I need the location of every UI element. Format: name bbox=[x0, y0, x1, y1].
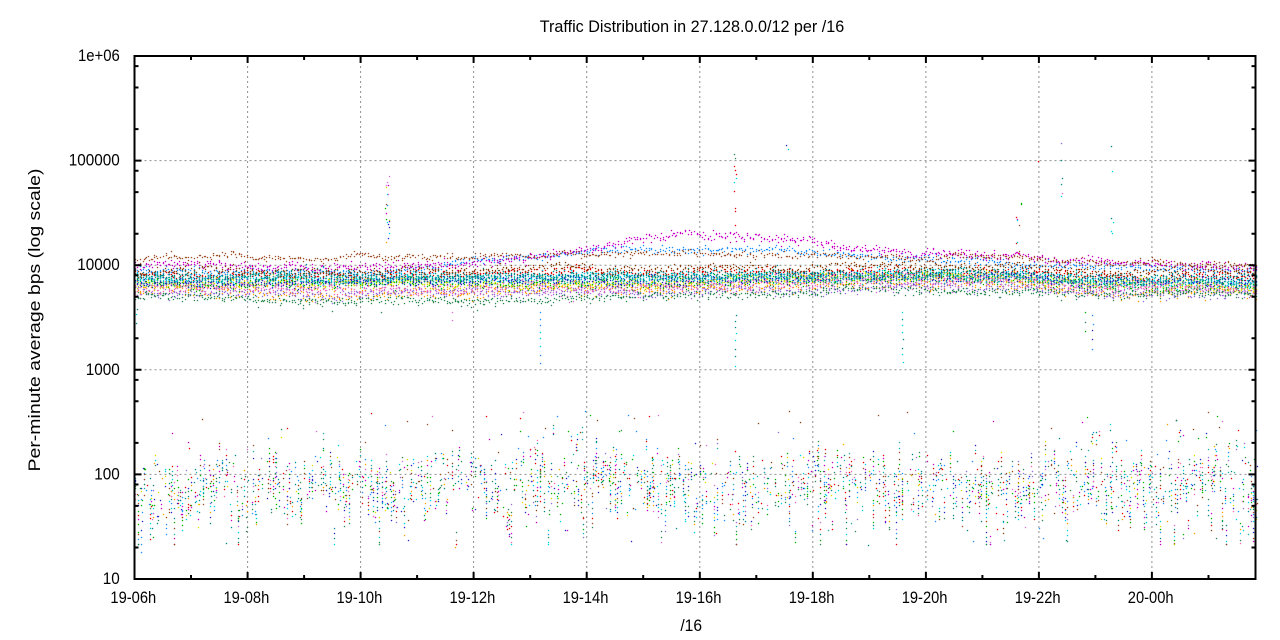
svg-text:19-10h: 19-10h bbox=[337, 588, 383, 607]
svg-text:Per-minute average bps (log sc: Per-minute average bps (log scale) bbox=[25, 169, 44, 472]
svg-text:19-14h: 19-14h bbox=[563, 588, 609, 607]
svg-text:/16: /16 bbox=[680, 616, 702, 635]
svg-text:19-22h: 19-22h bbox=[1015, 588, 1061, 607]
svg-text:1e+06: 1e+06 bbox=[78, 46, 120, 65]
svg-text:Traffic Distribution in 27.128: Traffic Distribution in 27.128.0.0/12 pe… bbox=[540, 17, 845, 36]
svg-text:19-20h: 19-20h bbox=[902, 588, 948, 607]
svg-text:1000: 1000 bbox=[86, 360, 120, 379]
svg-text:19-16h: 19-16h bbox=[676, 588, 722, 607]
svg-text:100: 100 bbox=[94, 464, 120, 483]
svg-text:10000: 10000 bbox=[77, 255, 120, 274]
svg-text:19-18h: 19-18h bbox=[789, 588, 835, 607]
svg-text:20-00h: 20-00h bbox=[1128, 588, 1174, 607]
svg-text:100000: 100000 bbox=[69, 151, 120, 170]
svg-text:19-08h: 19-08h bbox=[224, 588, 270, 607]
svg-text:19-06h: 19-06h bbox=[110, 588, 156, 607]
svg-text:10: 10 bbox=[103, 569, 120, 588]
svg-text:19-12h: 19-12h bbox=[450, 588, 496, 607]
